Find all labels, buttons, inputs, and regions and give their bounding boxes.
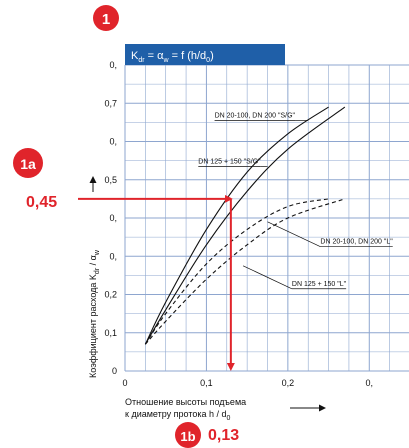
- badge-1: 1: [93, 5, 119, 31]
- series-layer: [144, 106, 346, 345]
- svg-text:Kdr = αw = f (h/d0): Kdr = αw = f (h/d0): [131, 50, 214, 64]
- reading-x-value: 0,13: [208, 427, 239, 444]
- annotation-layer: DN 20-100, DN 200 "S/G" DN 125 + 150 "S/G…: [198, 112, 393, 290]
- x-tick-label: 0,1: [200, 378, 213, 388]
- annotation-leader: [242, 265, 293, 290]
- grid: [124, 64, 409, 372]
- series-annotation-0: DN 20-100, DN 200 "S/G": [215, 112, 296, 119]
- series-annotation-1: DN 125 + 150 "S/G": [198, 158, 261, 165]
- x-tick-label: 0: [122, 378, 127, 388]
- y-tick-label: 0,5: [104, 175, 117, 185]
- badge-1a: 1a: [13, 148, 43, 178]
- series-annotation-2: DN 20-100, DN 200 "L": [320, 239, 393, 246]
- y-tick-label: 0,7: [104, 98, 117, 108]
- x-axis-label-line2: к диаметру протока h / d0: [125, 409, 231, 422]
- svg-text:1b: 1b: [180, 429, 195, 444]
- y-tick-label: 0: [112, 366, 117, 376]
- y-tick-label: 0,: [109, 60, 117, 70]
- svg-text:1a: 1a: [20, 156, 36, 172]
- series-line-0: [144, 106, 329, 345]
- x-axis-label-line1: Отношение высоты подъема: [125, 397, 246, 407]
- y-tick-label: 0,: [109, 251, 117, 261]
- badge-1b: 1b: [175, 422, 201, 448]
- chart-title: Kdr = αw = f (h/d0): [125, 44, 285, 65]
- series-line-3: [144, 198, 346, 345]
- y-axis-label: Коэффициент расхода Kdr / αw: [88, 249, 101, 378]
- annotation-leader: [267, 221, 321, 248]
- y-tick-label: 0,1: [104, 328, 117, 338]
- reading-layer: [78, 194, 235, 371]
- y-tick-label: 0,: [109, 137, 117, 147]
- svg-text:1: 1: [102, 11, 110, 28]
- reading-y-value: 0,45: [26, 194, 57, 211]
- y-tick-label: 0,: [109, 213, 117, 223]
- series-annotation-3: DN 125 + 150 "L": [292, 281, 347, 288]
- series-line-1: [144, 106, 346, 345]
- y-tick-label: 0,2: [104, 290, 117, 300]
- series-line-2: [144, 198, 329, 345]
- x-tick-label: 0,2: [282, 378, 295, 388]
- x-tick-label: 0,: [366, 378, 374, 388]
- tick-layer: 0 0,1 0,2 0, 0 0,1 0,2 0, 0, 0,5 0, 0,7 0,: [104, 60, 373, 388]
